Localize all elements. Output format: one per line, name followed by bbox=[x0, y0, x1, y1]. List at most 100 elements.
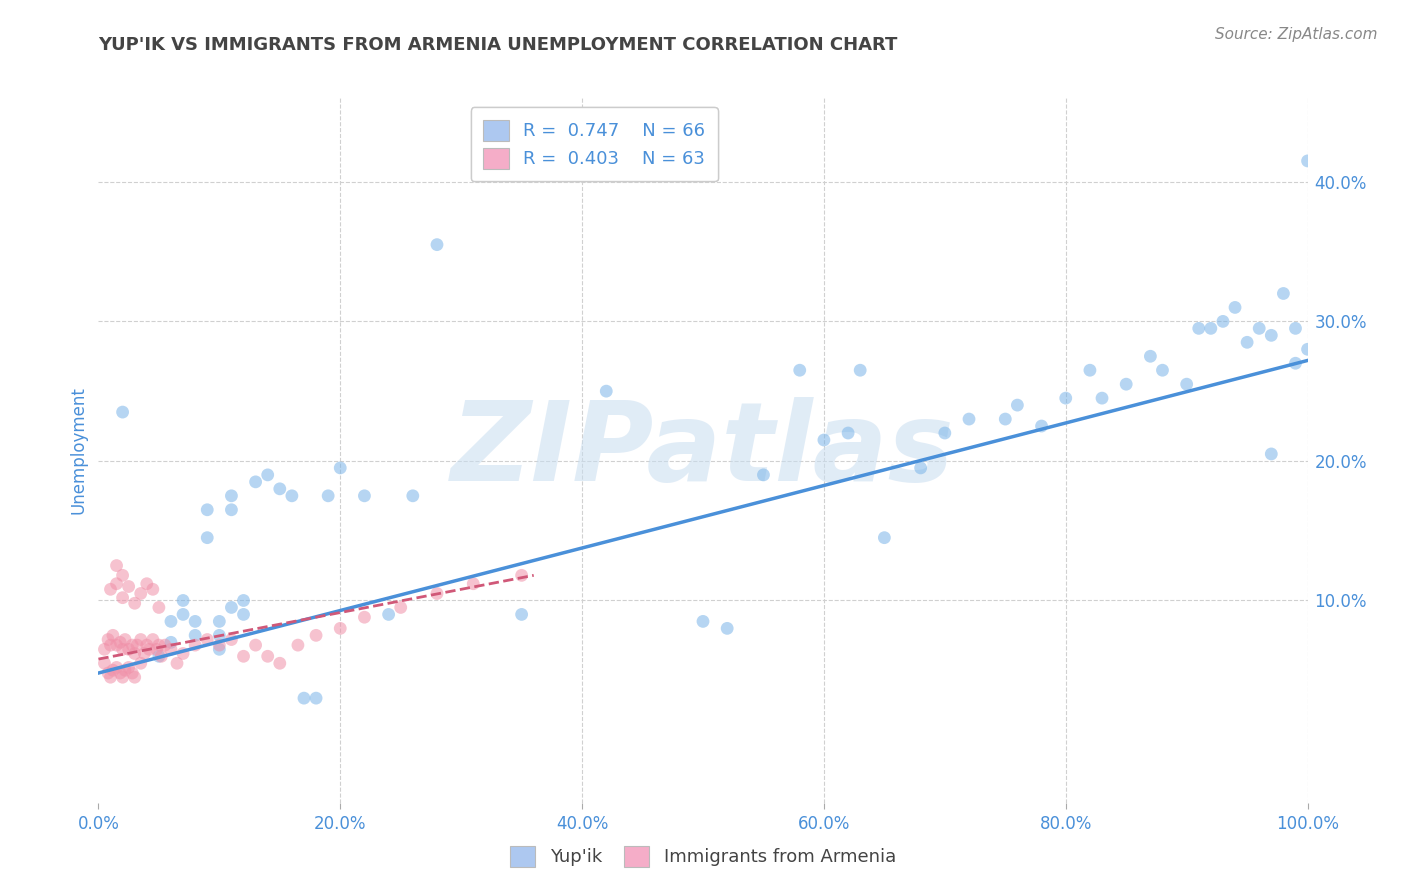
Point bbox=[1054, 391, 1077, 405]
Text: ZIPatlas: ZIPatlas bbox=[451, 397, 955, 504]
Point bbox=[716, 621, 738, 635]
Legend: R =  0.747    N = 66, R =  0.403    N = 63: R = 0.747 N = 66, R = 0.403 N = 63 bbox=[471, 107, 717, 181]
Point bbox=[135, 638, 157, 652]
Point bbox=[1091, 391, 1114, 405]
Point bbox=[1199, 321, 1222, 335]
Point bbox=[184, 615, 207, 629]
Point bbox=[145, 642, 167, 657]
Point bbox=[221, 600, 243, 615]
Point bbox=[994, 412, 1017, 426]
Point bbox=[127, 638, 149, 652]
Point bbox=[292, 691, 315, 706]
Point bbox=[160, 615, 183, 629]
Point bbox=[221, 502, 243, 516]
Point bbox=[789, 363, 811, 377]
Point bbox=[463, 576, 485, 591]
Point bbox=[118, 580, 141, 594]
Point bbox=[114, 632, 136, 647]
Point bbox=[172, 593, 194, 607]
Y-axis label: Unemployment: Unemployment bbox=[69, 386, 87, 515]
Point bbox=[353, 610, 375, 624]
Point bbox=[305, 628, 328, 642]
Point bbox=[135, 576, 157, 591]
Point bbox=[1188, 321, 1211, 335]
Point bbox=[93, 642, 115, 657]
Point bbox=[329, 461, 352, 475]
Point bbox=[287, 638, 309, 652]
Point bbox=[353, 489, 375, 503]
Point bbox=[134, 647, 156, 661]
Point bbox=[111, 568, 134, 582]
Point bbox=[195, 632, 218, 647]
Point bbox=[108, 666, 131, 681]
Point bbox=[124, 670, 146, 684]
Point bbox=[1223, 301, 1246, 315]
Point bbox=[172, 647, 194, 661]
Point bbox=[124, 647, 146, 661]
Point bbox=[208, 642, 231, 657]
Point bbox=[510, 607, 533, 622]
Point bbox=[111, 670, 134, 684]
Point bbox=[121, 638, 143, 652]
Point bbox=[232, 649, 254, 664]
Point bbox=[402, 489, 425, 503]
Point bbox=[389, 600, 412, 615]
Point bbox=[111, 405, 134, 419]
Point bbox=[1249, 321, 1271, 335]
Point bbox=[1260, 447, 1282, 461]
Point bbox=[195, 502, 218, 516]
Point bbox=[111, 642, 134, 657]
Point bbox=[426, 586, 449, 600]
Point bbox=[256, 467, 278, 482]
Point bbox=[160, 642, 183, 657]
Point bbox=[1296, 153, 1319, 168]
Point bbox=[114, 663, 136, 677]
Point bbox=[101, 628, 124, 642]
Point bbox=[208, 638, 231, 652]
Point bbox=[1284, 356, 1306, 370]
Point bbox=[184, 628, 207, 642]
Point bbox=[1078, 363, 1101, 377]
Point bbox=[142, 582, 165, 597]
Point bbox=[256, 649, 278, 664]
Point bbox=[595, 384, 617, 399]
Point bbox=[108, 635, 131, 649]
Point bbox=[100, 670, 122, 684]
Point bbox=[138, 642, 160, 657]
Point bbox=[1236, 335, 1258, 350]
Point bbox=[849, 363, 872, 377]
Point bbox=[305, 691, 328, 706]
Point bbox=[208, 615, 231, 629]
Point bbox=[111, 591, 134, 605]
Point bbox=[153, 638, 176, 652]
Point bbox=[105, 638, 128, 652]
Point bbox=[1272, 286, 1295, 301]
Point bbox=[142, 632, 165, 647]
Point bbox=[692, 615, 714, 629]
Point bbox=[269, 482, 291, 496]
Point bbox=[184, 638, 207, 652]
Point bbox=[97, 632, 120, 647]
Point bbox=[377, 607, 399, 622]
Point bbox=[1031, 419, 1053, 434]
Legend: Yup'ik, Immigrants from Armenia: Yup'ik, Immigrants from Armenia bbox=[503, 838, 903, 874]
Point bbox=[97, 666, 120, 681]
Point bbox=[316, 489, 339, 503]
Point bbox=[195, 531, 218, 545]
Point bbox=[118, 660, 141, 674]
Point bbox=[150, 649, 173, 664]
Point bbox=[837, 425, 859, 440]
Point bbox=[124, 596, 146, 610]
Point bbox=[105, 660, 128, 674]
Point bbox=[510, 568, 533, 582]
Point bbox=[208, 628, 231, 642]
Point bbox=[221, 489, 243, 503]
Point bbox=[426, 237, 449, 252]
Point bbox=[245, 638, 267, 652]
Point bbox=[1212, 314, 1234, 328]
Point bbox=[172, 607, 194, 622]
Point bbox=[1115, 377, 1137, 392]
Point bbox=[148, 600, 170, 615]
Text: Source: ZipAtlas.com: Source: ZipAtlas.com bbox=[1215, 27, 1378, 42]
Point bbox=[910, 461, 932, 475]
